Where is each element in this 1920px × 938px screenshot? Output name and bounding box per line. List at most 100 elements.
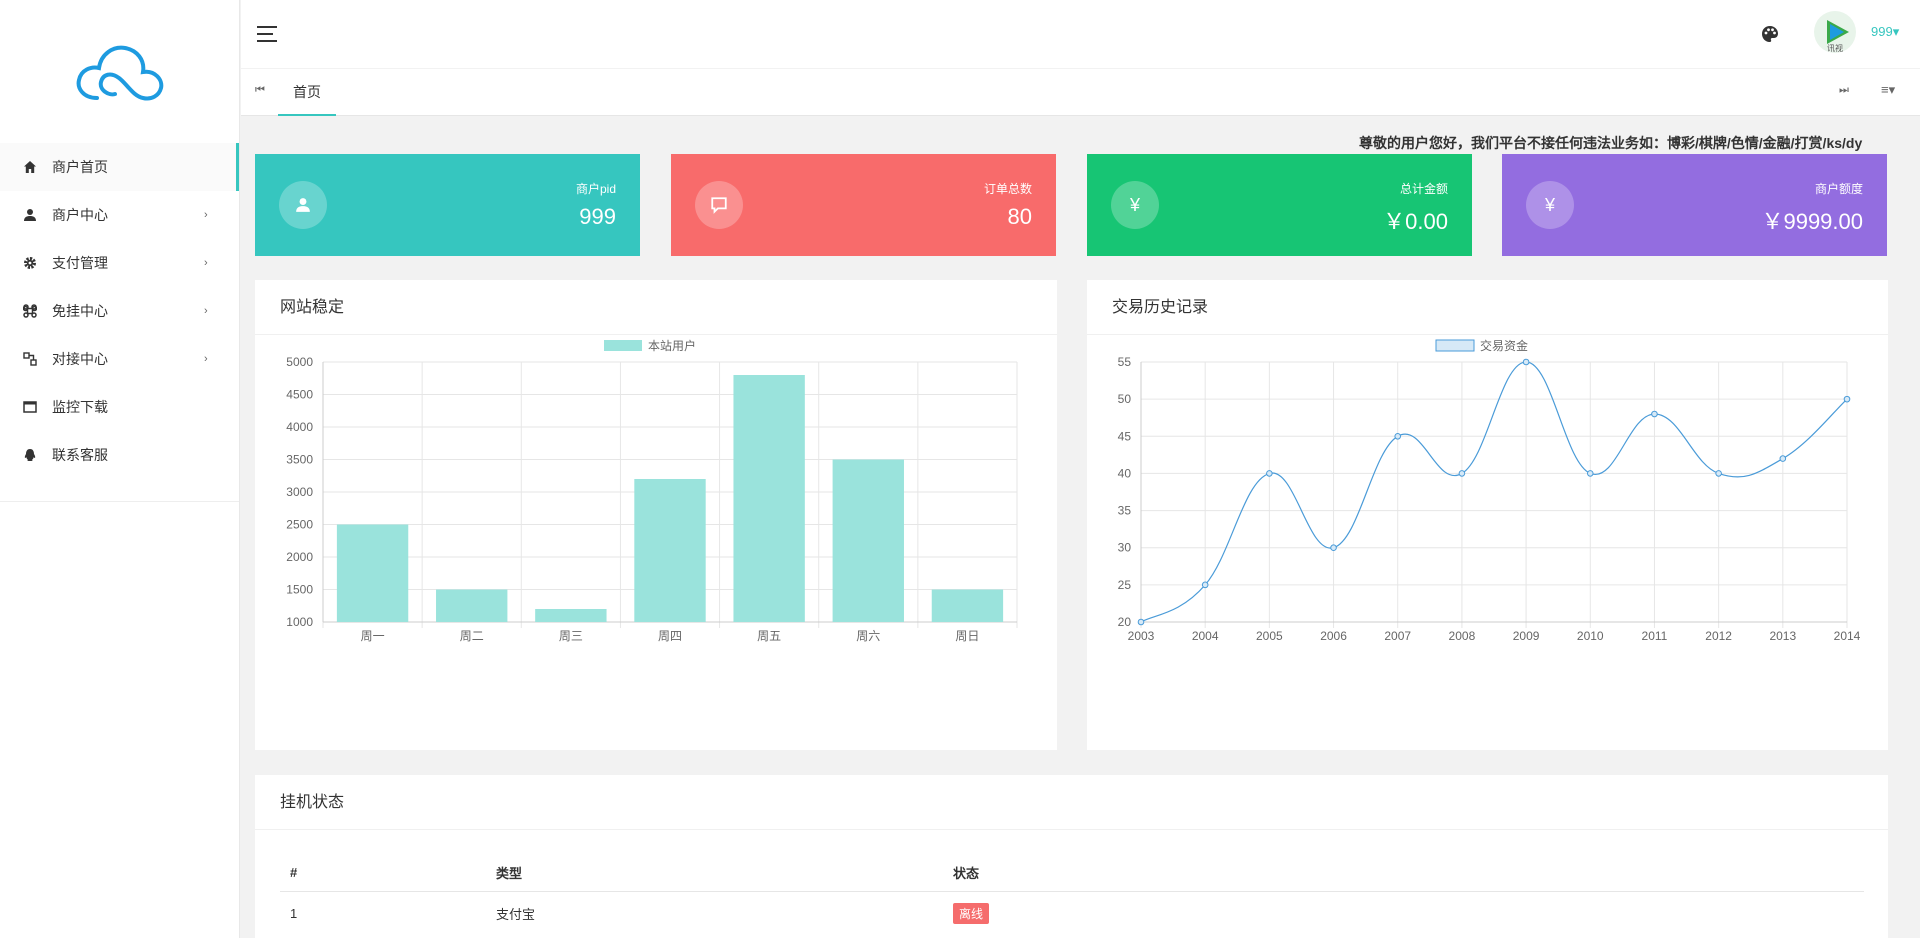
- x-tick-label: 周三: [559, 629, 583, 643]
- y-tick-label: 50: [1118, 392, 1132, 406]
- stat-card: ¥ 总计金额 ￥0.00: [1087, 154, 1472, 256]
- col-status-header: 状态: [943, 855, 1864, 892]
- col-type-header: 类型: [486, 855, 943, 892]
- bar[interactable]: [733, 375, 805, 622]
- data-point[interactable]: [1458, 470, 1466, 477]
- yen-symbol: ¥: [1129, 194, 1140, 215]
- row-type: 支付宝: [496, 906, 536, 922]
- menu-toggle-icon[interactable]: [257, 26, 277, 42]
- tab-prev-icon[interactable]: ⏮: [255, 84, 265, 96]
- data-point[interactable]: [1522, 358, 1530, 366]
- x-tick-label: 周五: [757, 629, 781, 643]
- sidebar-item-label: 商户中心: [52, 207, 108, 223]
- bar[interactable]: [931, 589, 1004, 623]
- row-index: 1: [290, 905, 298, 921]
- stat-card: ¥ 商户额度 ￥9999.00: [1502, 154, 1887, 256]
- table-row: 1 支付宝 离线: [280, 891, 1864, 935]
- y-tick-label: 1000: [286, 615, 313, 629]
- tab-bar: ⏮ 首页 ⏭ ≡▾: [241, 69, 1920, 116]
- y-tick-label: 4500: [286, 388, 313, 402]
- data-point[interactable]: [1137, 618, 1145, 626]
- sidebar-item-6[interactable]: 监控下载: [0, 383, 239, 431]
- data-point[interactable]: [1201, 581, 1209, 589]
- stat-card: 订单总数 80: [671, 154, 1056, 256]
- avatar[interactable]: 讯视: [1813, 10, 1857, 54]
- bar[interactable]: [436, 589, 508, 623]
- stat-label: 商户额度: [1814, 182, 1863, 196]
- sidebar-item-7[interactable]: 联系客服: [0, 431, 239, 479]
- bar[interactable]: [832, 459, 904, 623]
- cloud-logo-icon: [76, 45, 163, 100]
- data-point[interactable]: [1843, 395, 1851, 403]
- legend-swatch[interactable]: [604, 340, 642, 351]
- data-point[interactable]: [1394, 432, 1402, 440]
- sidebar-item-3[interactable]: 支付管理 ›: [0, 239, 239, 287]
- y-tick-label: 3000: [286, 485, 313, 499]
- data-point[interactable]: [1651, 410, 1658, 418]
- panel-title: 交易历史记录: [1087, 280, 1888, 335]
- sidebar-item-4[interactable]: 免挂中心 ›: [0, 287, 239, 335]
- bar[interactable]: [336, 524, 409, 623]
- stat-card: 商户pid 999: [255, 154, 640, 256]
- sidebar-item-label: 联系客服: [52, 447, 108, 463]
- stat-value: 80: [1007, 204, 1032, 229]
- command-icon: [22, 303, 38, 319]
- sidebar-item-label: 监控下载: [52, 399, 108, 415]
- x-tick-label: 2003: [1128, 629, 1155, 643]
- x-tick-label: 周二: [460, 629, 484, 643]
- x-tick-label: 2008: [1449, 629, 1476, 643]
- chevron-right-icon: ›: [204, 305, 208, 317]
- line-chart: 交易资金 20 25 30 35 40 45 50 55 2003 2004 2005 2006 2007…: [1118, 338, 1861, 643]
- sidebar-item-label: 商户首页: [52, 159, 108, 175]
- connect-icon: [22, 351, 38, 367]
- stat-value: 999: [579, 204, 616, 229]
- col-index-header: #: [280, 855, 486, 892]
- tab-next-icon[interactable]: ⏭: [1839, 84, 1849, 96]
- yen-icon: ¥: [1526, 181, 1574, 229]
- header: 讯视 999▾: [241, 0, 1920, 68]
- sidebar-menu: 商户首页商户中心 › 支付管理 › 免挂中心 › 对接中心 › 监控下载联系客服: [0, 143, 239, 502]
- x-tick-label: 2006: [1320, 629, 1347, 643]
- palette-icon[interactable]: [1761, 25, 1779, 43]
- legend-label: 本站用户: [648, 338, 696, 353]
- x-tick-label: 2010: [1577, 629, 1604, 643]
- yen-symbol: ¥: [1544, 194, 1555, 215]
- sidebar-item-label: 免挂中心: [52, 303, 108, 319]
- qq-icon: [22, 447, 38, 463]
- bar[interactable]: [535, 609, 607, 622]
- sidebar-item-1[interactable]: 商户首页: [0, 143, 239, 191]
- data-point[interactable]: [1266, 470, 1273, 477]
- user-icon: [22, 207, 38, 223]
- data-point[interactable]: [1330, 544, 1337, 552]
- x-tick-label: 2004: [1192, 629, 1219, 643]
- y-tick-label: 2000: [286, 550, 313, 564]
- data-point[interactable]: [1715, 470, 1722, 477]
- y-tick-label: 30: [1118, 541, 1132, 555]
- username-dropdown[interactable]: 999▾: [1871, 24, 1900, 39]
- window-icon: [22, 399, 38, 415]
- gear-icon: [22, 255, 38, 271]
- chevron-right-icon: ›: [204, 209, 208, 221]
- data-point[interactable]: [1586, 470, 1594, 477]
- x-tick-label: 2009: [1513, 629, 1540, 643]
- sidebar-item-5[interactable]: 对接中心 ›: [0, 335, 239, 383]
- y-tick-label: 5000: [286, 355, 313, 369]
- sidebar-item-label: 支付管理: [52, 255, 108, 271]
- y-tick-label: 1500: [286, 583, 313, 597]
- bar[interactable]: [634, 479, 706, 622]
- tab-options-icon[interactable]: ≡▾: [1881, 82, 1896, 97]
- home-icon: [22, 159, 38, 175]
- hangup-table: # 类型 状态 1 支付宝 离线: [280, 855, 1864, 935]
- legend-swatch[interactable]: [1435, 339, 1475, 352]
- table-header-row: # 类型 状态: [280, 855, 1864, 892]
- x-tick-label: 2005: [1256, 629, 1283, 643]
- stat-label: 总计金额: [1399, 182, 1448, 196]
- hangup-status-panel: 挂机状态 # 类型 状态 1 支付宝 离线: [255, 775, 1888, 938]
- data-point[interactable]: [1779, 455, 1787, 462]
- panel-title: 挂机状态: [255, 775, 1888, 830]
- y-tick-label: 40: [1118, 466, 1132, 480]
- sidebar-item-2[interactable]: 商户中心 ›: [0, 191, 239, 239]
- chevron-right-icon: ›: [204, 257, 208, 269]
- tab-home[interactable]: 首页: [278, 69, 336, 116]
- logo[interactable]: [0, 0, 239, 143]
